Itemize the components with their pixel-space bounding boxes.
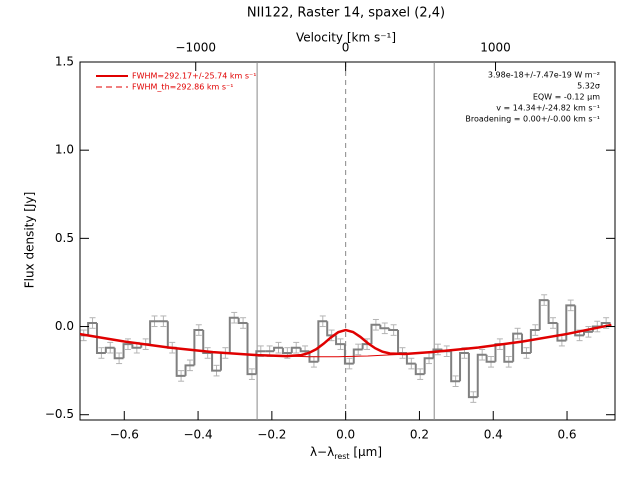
step-bin [335,335,345,346]
step-bin [87,322,97,336]
step-bin [476,353,487,398]
y-tick-label: 0.0 [55,319,74,333]
annotation: 3.98e-18+/-7.47e-19 W m⁻² [488,71,600,80]
step-bin [95,323,106,354]
x-tick-label: −0.2 [257,428,286,442]
step-bin [202,330,213,354]
step-bin [583,330,593,336]
step-bin [485,354,496,363]
step-bin [184,364,195,376]
step-bin [299,347,310,353]
step-bin [459,351,469,382]
step-bin [414,363,425,376]
model-line [80,323,612,358]
x2-tick-label: 1000 [480,41,511,55]
plot-frame [79,61,616,421]
step-bin [538,299,549,331]
step-bin [290,346,301,353]
y-tick-label: 0.5 [55,231,74,245]
step-bin [521,333,531,354]
step-bin [405,352,416,365]
x-tick-label: 0.0 [336,428,355,442]
annotation: EQW = -0.12 μm [533,93,600,102]
step-bin [529,329,540,353]
step-bin [122,343,133,359]
step-bin [343,344,354,365]
step-bin [273,346,283,352]
step-bin [388,328,399,332]
x-tick-label: 0.2 [410,428,429,442]
y-tick-label: −0.5 [45,407,74,421]
step-bin [308,351,319,363]
x-tick-label: 0.4 [484,428,503,442]
annotation: 5.32σ [577,82,600,91]
step-bin [512,332,523,362]
step-bin [379,324,390,330]
step-bin [423,357,434,375]
annotation: Broadening = 0.00+/-0.00 km s⁻¹ [465,115,600,124]
step-bin [556,323,567,342]
step-bin [131,344,142,349]
x2-tick-label: −1000 [175,41,216,55]
step-bin [600,322,611,327]
step-bin [432,348,443,359]
y-axis-label: Flux density [Jy] [23,192,37,289]
step-bin [565,304,576,341]
x-tick-label: 0.6 [557,428,576,442]
step-bin [547,300,558,325]
step-bin [503,344,514,363]
step-bin [175,347,186,377]
x-axis-label: λ−λrest [μm] [310,445,382,461]
y-tick-label: 1.0 [55,143,74,157]
step-bin [467,352,478,399]
step-bin [574,305,585,337]
x2-tick-label: 0 [342,41,350,55]
step-bin [113,347,124,360]
x-tick-label: −0.6 [110,428,139,442]
y-tick-label: 1.5 [55,55,74,69]
chart-title: NII122, Raster 14, spaxel (2,4) [247,6,445,21]
step-bin [255,350,266,375]
step-bin [370,323,381,345]
step-bin [281,347,292,354]
step-bin [193,329,204,366]
x2-axis-label: Velocity [km s⁻¹] [296,31,396,45]
x-axis-label-part: rest [334,452,349,461]
step-bin [237,317,248,325]
legend-label: FWHM_th=292.86 km s⁻¹ [132,83,233,92]
x-tick-label: −0.4 [183,428,212,442]
legend-label: FWHM=292.17+/-25.74 km s⁻¹ [132,72,256,81]
step-bin [149,320,159,345]
annotation: v = 14.34+/-24.82 km s⁻¹ [496,104,600,113]
step-bin [352,348,363,364]
step-bin [450,351,461,383]
step-bin [211,352,221,372]
step-bin [246,323,257,376]
x-axis-label-part: λ−λ [310,445,334,459]
step-bin [104,346,115,353]
x-axis-label-part: [μm] [350,445,383,459]
plot-area [80,62,612,420]
step-bin [228,316,239,353]
